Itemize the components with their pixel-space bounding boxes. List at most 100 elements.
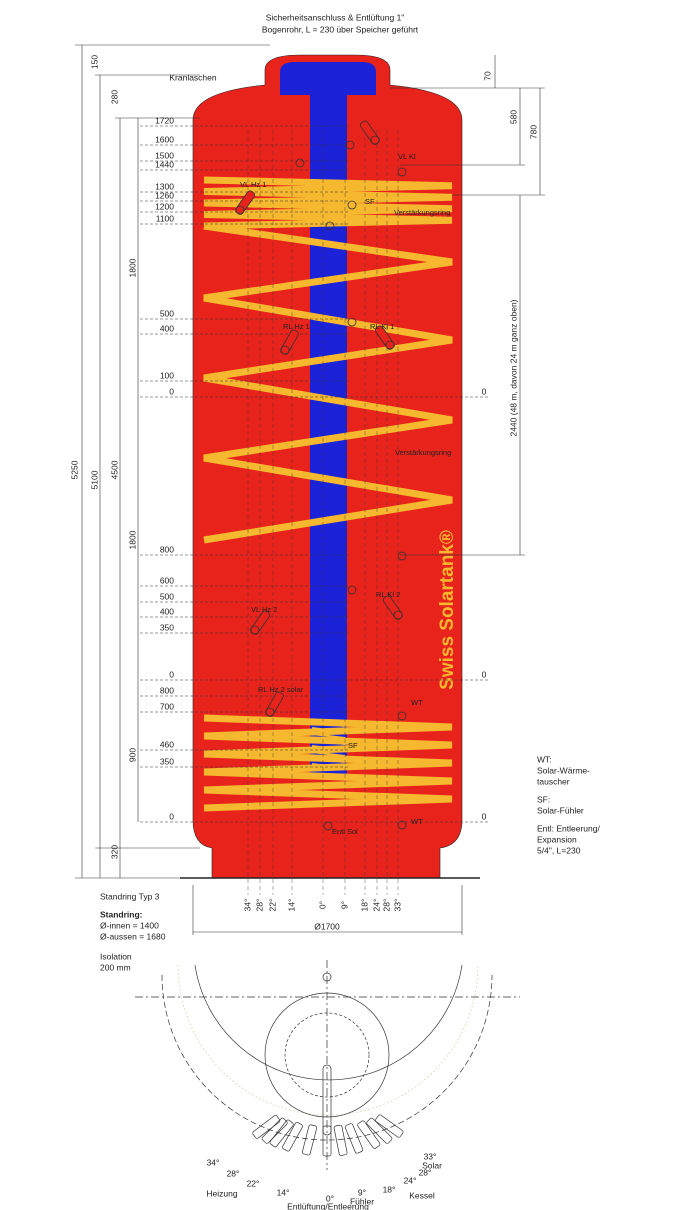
- level-label: 400: [160, 606, 174, 616]
- nozzle-end: [370, 135, 380, 145]
- plan-label: 22°: [247, 1178, 260, 1188]
- plan-label: 34°: [207, 1157, 220, 1167]
- angle-label: 18°: [359, 899, 369, 912]
- fitting-label: RL Kl 2: [376, 590, 400, 599]
- plan-nozzle: [366, 1117, 393, 1144]
- level-label: 1600: [155, 134, 174, 144]
- plan-fitting: [322, 972, 332, 982]
- standring-label: Standring Typ 3: [100, 891, 160, 901]
- level-label: 500: [160, 591, 174, 601]
- core-top: [280, 62, 376, 95]
- level-label: 400: [160, 323, 174, 333]
- inner-coil: [311, 757, 346, 763]
- plan-label: 0°: [326, 1193, 334, 1203]
- nozzle-end: [325, 221, 335, 231]
- nozzle-end: [385, 340, 395, 350]
- dimension-label: 5250: [69, 460, 79, 479]
- plan-label: Entlüftung/Entleerung: [287, 1201, 369, 1210]
- diameter-label: Ø1700: [314, 921, 340, 931]
- inner-coil: [311, 751, 346, 757]
- plan-label: Solar: [422, 1160, 442, 1170]
- level-label: 1200: [155, 201, 174, 211]
- dimension-label: 1800: [127, 530, 137, 549]
- dimension-label: 5100: [89, 470, 99, 489]
- level-label: 0: [482, 811, 487, 821]
- fitting-label: WT: [411, 698, 423, 707]
- standring-label: Ø-aussen = 1680: [100, 931, 166, 941]
- angle-label: 9°: [339, 901, 349, 909]
- nozzle-end: [347, 585, 357, 595]
- fitting-label: VL Kl: [398, 152, 416, 161]
- legend-text: Solar-Fühler: [537, 805, 584, 815]
- plan-nozzle: [357, 1120, 381, 1149]
- level-label: 600: [160, 575, 174, 585]
- plan-nozzle: [261, 1117, 288, 1144]
- level-label: 0: [169, 386, 174, 396]
- plan-label: 33°: [424, 1151, 437, 1161]
- inner-coil: [311, 721, 346, 727]
- plan-label: 24°: [404, 1175, 417, 1185]
- dimension-lines: [75, 44, 545, 935]
- fitting-label: Verstärkungsring: [394, 208, 450, 217]
- angle-label: 24°: [371, 899, 381, 912]
- dimension-label: 2440 (48 m, davon 24 m ganz oben): [508, 299, 518, 436]
- nozzle-end: [347, 200, 357, 210]
- fitting-label: SF: [348, 741, 358, 750]
- plan-nozzle: [302, 1124, 318, 1156]
- level-label: 0: [169, 811, 174, 821]
- inner-coil: [311, 727, 346, 733]
- fitting-label: RL Hz 2 solar: [258, 685, 304, 694]
- nozzle-end: [347, 317, 357, 327]
- standring-label: Standring:: [100, 909, 143, 919]
- legend-text: SF:: [537, 794, 550, 804]
- nozzle-end: [265, 707, 275, 717]
- plan-label: Heizung: [206, 1188, 237, 1198]
- inner-coil: [311, 763, 346, 769]
- legend-text: 5/4", L=230: [537, 845, 581, 855]
- nozzle-end: [397, 551, 407, 561]
- plan-core: [264, 992, 390, 1118]
- level-label: 0: [482, 386, 487, 396]
- level-label: 0: [482, 669, 487, 679]
- level-label: 1500: [155, 150, 174, 160]
- angle-label: 28°: [254, 899, 264, 912]
- plan-label: 28°: [227, 1168, 240, 1178]
- plan-nozzle: [333, 1124, 348, 1156]
- dimension-label: 4500: [109, 460, 119, 479]
- legend-text: tauscher: [537, 776, 570, 786]
- fitting-label: SF: [365, 197, 375, 206]
- nozzle-end: [250, 625, 260, 635]
- legend-text: Entl: Entleerung/: [537, 823, 600, 833]
- brand: Swiss Solartank®: [437, 530, 458, 690]
- level-label: 700: [160, 701, 174, 711]
- level-label: 800: [160, 685, 174, 695]
- dimension-label: 1800: [127, 258, 137, 277]
- level-label: 350: [160, 622, 174, 632]
- inner-coil: [311, 733, 346, 739]
- level-label: 1300: [155, 181, 174, 191]
- isolation-label: Isolation: [100, 951, 132, 961]
- plan-label: Kessel: [409, 1190, 435, 1200]
- plan-label: 28°: [419, 1167, 432, 1177]
- header: Sicherheitsanschluss & Entlüftung 1": [266, 12, 405, 22]
- plan-nozzle: [322, 1125, 332, 1157]
- crane-label: Kranlaschen: [169, 72, 217, 82]
- legend-text: Expansion: [537, 834, 577, 844]
- heat-coil: [203, 176, 453, 230]
- legend-text: WT:: [537, 754, 552, 764]
- dimension-label: 70: [482, 71, 492, 81]
- level-label: 100: [160, 370, 174, 380]
- level-label: 1440: [155, 159, 174, 169]
- nozzle-end: [280, 345, 290, 355]
- inner-coil: [311, 745, 346, 751]
- angle-label: 28°: [381, 899, 391, 912]
- plan-label: Fühler: [350, 1196, 374, 1206]
- angle-label: 0°: [317, 901, 327, 909]
- plan-nozzle: [375, 1114, 404, 1138]
- plan-label: 14°: [277, 1187, 290, 1197]
- dimension-label: 780: [528, 125, 538, 139]
- dimension-label: 150: [89, 55, 99, 69]
- angle-label: 34°: [242, 899, 252, 912]
- plan-label: 18°: [383, 1184, 396, 1194]
